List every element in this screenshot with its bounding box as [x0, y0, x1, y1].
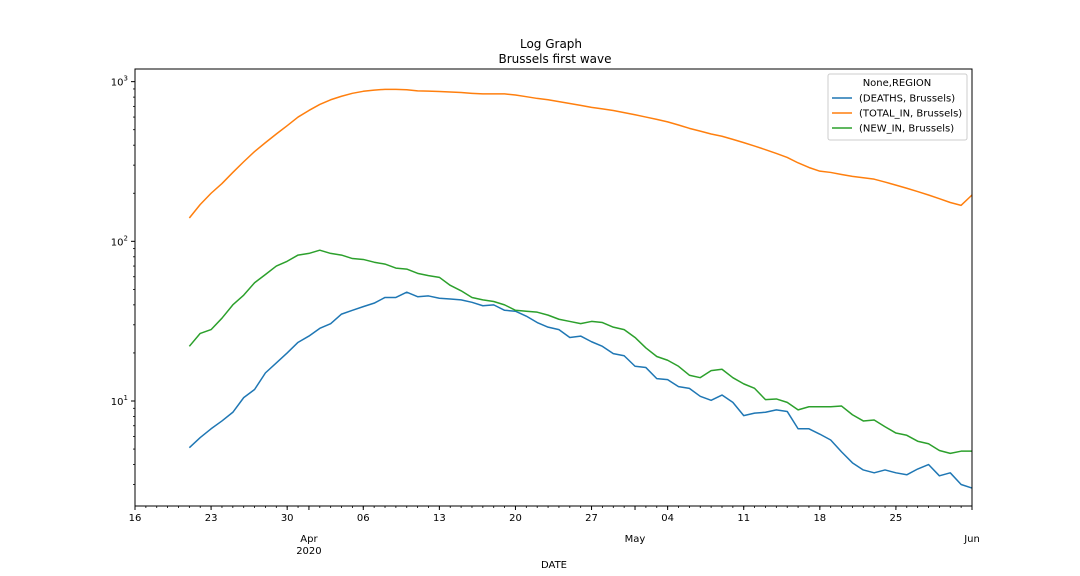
- x-tick-label-9: 04: [661, 513, 674, 524]
- x-tick-sublabel-3: 2020: [296, 546, 321, 557]
- y-axis: 101 102 103: [111, 75, 135, 485]
- x-tick-label-6: 20: [509, 513, 522, 524]
- y-tick-label-1: 102: [111, 234, 128, 248]
- legend-label-0: (DEATHS, Brussels): [859, 94, 955, 105]
- legend-title: None,REGION: [863, 78, 932, 89]
- plot-frame: [134, 68, 973, 507]
- x-tick-label-10: 11: [737, 513, 750, 524]
- plot-area: [188, 88, 973, 489]
- x-tick-label-5: 13: [433, 513, 446, 524]
- series-line-1: [188, 88, 973, 219]
- y-tick-label-0: 101: [111, 394, 128, 408]
- x-tick-label-3: Apr: [300, 534, 318, 545]
- chart-title: Log Graph: [520, 37, 582, 51]
- legend: None,REGION (DEATHS, Brussels) (TOTAL_IN,…: [827, 73, 968, 141]
- chart-subtitle: Brussels first wave: [499, 52, 612, 66]
- legend-label-2: (NEW_IN, Brussels): [859, 124, 954, 135]
- series-line-2: [188, 249, 972, 455]
- legend-box: [827, 73, 968, 141]
- x-tick-label-13: Jun: [963, 534, 980, 545]
- x-tick-label-1: 23: [205, 513, 218, 524]
- legend-label-1: (TOTAL_IN, Brussels): [859, 109, 962, 120]
- x-tick-label-12: 25: [890, 513, 903, 524]
- x-tick-label-0: 16: [129, 513, 142, 524]
- x-tick-label-8: May: [625, 534, 646, 545]
- x-tick-label-4: 06: [357, 513, 370, 524]
- x-tick-label-11: 18: [813, 513, 826, 524]
- x-tick-label-7: 27: [585, 513, 598, 524]
- y-tick-label-2: 103: [111, 75, 128, 89]
- series-line-0: [188, 291, 973, 489]
- x-axis-label: DATE: [541, 560, 567, 571]
- x-tick-label-2: 30: [281, 513, 294, 524]
